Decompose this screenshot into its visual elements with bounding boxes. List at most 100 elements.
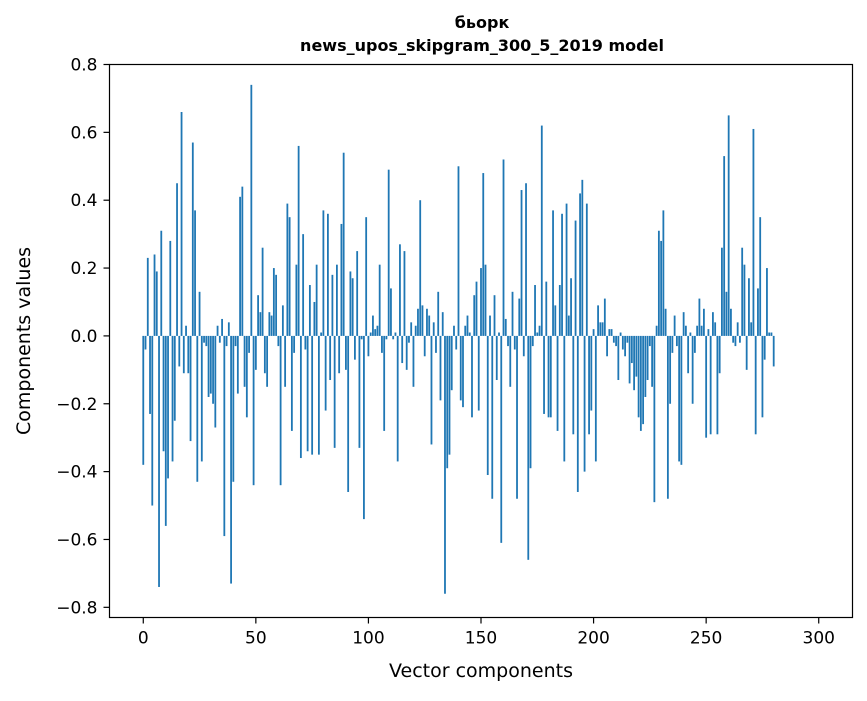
bar-162 <box>507 335 509 347</box>
bar-208 <box>610 329 613 336</box>
bar-171 <box>527 335 530 560</box>
bar-237 <box>675 335 678 347</box>
x-tick-label: 0 <box>138 629 149 649</box>
bar-242 <box>687 335 690 374</box>
bar-142 <box>462 335 464 408</box>
bar-279 <box>770 332 773 336</box>
bar-223 <box>644 335 647 397</box>
bar-82 <box>327 213 329 336</box>
bar-130 <box>435 335 437 353</box>
bar-216 <box>628 335 631 384</box>
bar-271 <box>752 128 755 336</box>
y-tick-label: 0.2 <box>70 259 97 279</box>
bar-78 <box>317 335 320 455</box>
bar-215 <box>626 335 629 343</box>
bar-31 <box>212 335 214 404</box>
bar-203 <box>599 322 602 336</box>
bar-200 <box>592 329 595 336</box>
bar-197 <box>585 203 588 336</box>
bar-17 <box>180 112 183 336</box>
bar-236 <box>673 315 676 336</box>
bar-280 <box>772 335 775 367</box>
x-axis-label: Vector components <box>389 660 573 682</box>
bar-72 <box>304 335 307 350</box>
bar-167 <box>518 298 521 336</box>
bar-121 <box>414 325 417 336</box>
bar-134 <box>444 335 446 594</box>
bar-96 <box>358 335 361 448</box>
bar-270 <box>750 322 753 336</box>
bar-264 <box>736 322 739 336</box>
bar-232 <box>664 308 667 336</box>
bar-222 <box>642 335 645 425</box>
bar-227 <box>653 335 656 503</box>
bar-172 <box>529 335 532 469</box>
bar-193 <box>576 335 579 492</box>
bar-262 <box>732 335 735 343</box>
x-tick-label: 50 <box>245 629 267 649</box>
bar-127 <box>428 315 431 336</box>
bar-93 <box>351 278 354 336</box>
bar-211 <box>617 335 620 381</box>
bar-165 <box>513 335 516 350</box>
bar-63 <box>284 335 287 387</box>
bar-88 <box>340 223 343 336</box>
bar-166 <box>516 335 518 499</box>
bar-66 <box>290 335 293 431</box>
bar-182 <box>552 210 554 336</box>
bar-49 <box>252 335 255 486</box>
bar-154 <box>489 315 491 336</box>
bar-189 <box>567 315 570 336</box>
bar-30 <box>209 335 212 394</box>
bar-54 <box>263 335 266 374</box>
bar-245 <box>693 335 696 353</box>
bar-276 <box>763 335 766 360</box>
bar-147 <box>473 295 476 336</box>
bar-39 <box>230 335 232 584</box>
bar-90 <box>345 335 347 370</box>
bar-73 <box>306 335 309 452</box>
bar-111 <box>392 335 395 340</box>
bar-43 <box>239 196 241 336</box>
bar-233 <box>666 335 669 499</box>
bar-225 <box>648 335 651 347</box>
bars-layer <box>142 84 775 594</box>
bar-112 <box>394 332 397 336</box>
bar-37 <box>225 335 228 347</box>
bar-125 <box>423 335 426 357</box>
bar-174 <box>534 285 536 336</box>
bar-99 <box>365 217 368 336</box>
bar-139 <box>455 335 458 350</box>
bar-16 <box>178 335 181 367</box>
bar-255 <box>716 335 719 435</box>
bar-91 <box>347 335 350 492</box>
bar-164 <box>511 291 514 336</box>
chart-title: бьорк <box>455 13 510 32</box>
bar-105 <box>378 264 381 336</box>
bar-40 <box>232 335 235 482</box>
bar-206 <box>606 335 608 357</box>
bar-176 <box>538 325 541 336</box>
bar-86 <box>336 264 338 336</box>
bar-60 <box>277 335 280 347</box>
bar-191 <box>572 335 575 435</box>
bar-187 <box>563 335 566 462</box>
bar-156 <box>493 295 496 336</box>
bar-244 <box>691 335 694 404</box>
bar-44 <box>241 186 244 336</box>
bar-129 <box>432 322 435 336</box>
bar-202 <box>597 305 599 336</box>
bar-273 <box>757 288 759 336</box>
bar-254 <box>714 322 717 336</box>
bar-178 <box>543 335 545 414</box>
bar-157 <box>495 335 498 381</box>
bar-106 <box>381 335 383 353</box>
bar-46 <box>245 335 248 418</box>
bar-186 <box>561 213 563 336</box>
bar-235 <box>671 335 674 353</box>
y-tick-label: −0.2 <box>56 395 97 415</box>
bar-4 <box>151 335 154 506</box>
bar-224 <box>646 335 649 381</box>
bar-181 <box>549 335 552 418</box>
